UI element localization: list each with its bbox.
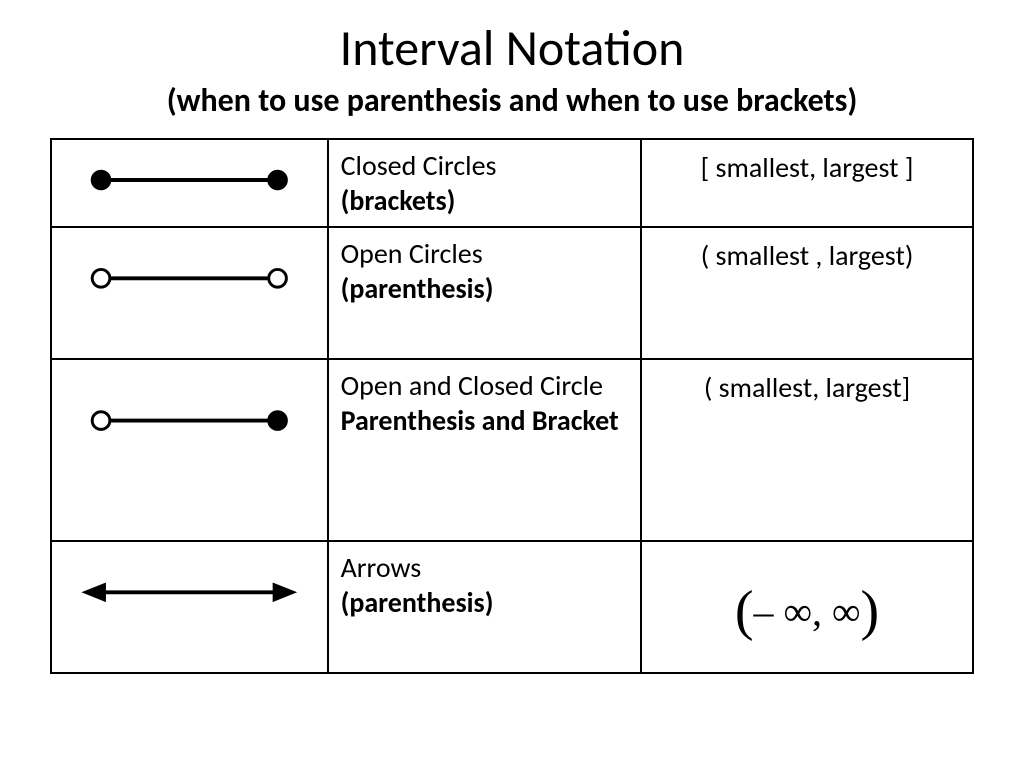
diagram-open-closed: [51, 359, 328, 541]
diagram-double-arrow: [51, 541, 328, 673]
notation-table: Closed Circles (brackets) [ smallest, la…: [50, 138, 974, 674]
desc-line1: Closed Circles: [341, 148, 497, 183]
page-title: Interval Notation: [50, 18, 974, 79]
double-arrow-icon: [52, 542, 327, 672]
desc-line1: Arrows: [341, 550, 422, 585]
infinity-text: – ∞, ∞: [754, 589, 861, 634]
left-paren: (: [735, 580, 754, 642]
desc-line2: Parenthesis and Bracket: [341, 403, 619, 438]
desc-line2: (brackets): [341, 183, 456, 218]
segment-closed-closed-icon: [52, 140, 327, 220]
diagram-open-open: [51, 227, 328, 359]
desc-line2: (parenthesis): [341, 271, 494, 306]
diagram-closed-closed: [51, 139, 328, 227]
table-row: Open and Closed Circle Parenthesis and B…: [51, 359, 973, 541]
description-cell: Closed Circles (brackets): [328, 139, 641, 227]
segment-open-open-icon: [52, 228, 327, 358]
notation-infinity-cell: (– ∞, ∞): [641, 541, 973, 673]
right-paren: ): [861, 580, 880, 642]
table-row: Closed Circles (brackets) [ smallest, la…: [51, 139, 973, 227]
desc-line1: Open and Closed Circle: [341, 368, 603, 403]
notation-cell: [ smallest, largest ]: [641, 139, 973, 227]
description-cell: Arrows (parenthesis): [328, 541, 641, 673]
description-cell: Open Circles (parenthesis): [328, 227, 641, 359]
segment-open-closed-icon: [52, 360, 327, 540]
desc-line2: (parenthesis): [341, 585, 494, 620]
table-row: Open Circles (parenthesis) ( smallest , …: [51, 227, 973, 359]
notation-cell: ( smallest, largest]: [641, 359, 973, 541]
notation-cell: ( smallest , largest): [641, 227, 973, 359]
desc-line1: Open Circles: [341, 236, 483, 271]
description-cell: Open and Closed Circle Parenthesis and B…: [328, 359, 641, 541]
page-subtitle: (when to use parenthesis and when to use…: [50, 81, 974, 120]
table-row: Arrows (parenthesis) (– ∞, ∞): [51, 541, 973, 673]
